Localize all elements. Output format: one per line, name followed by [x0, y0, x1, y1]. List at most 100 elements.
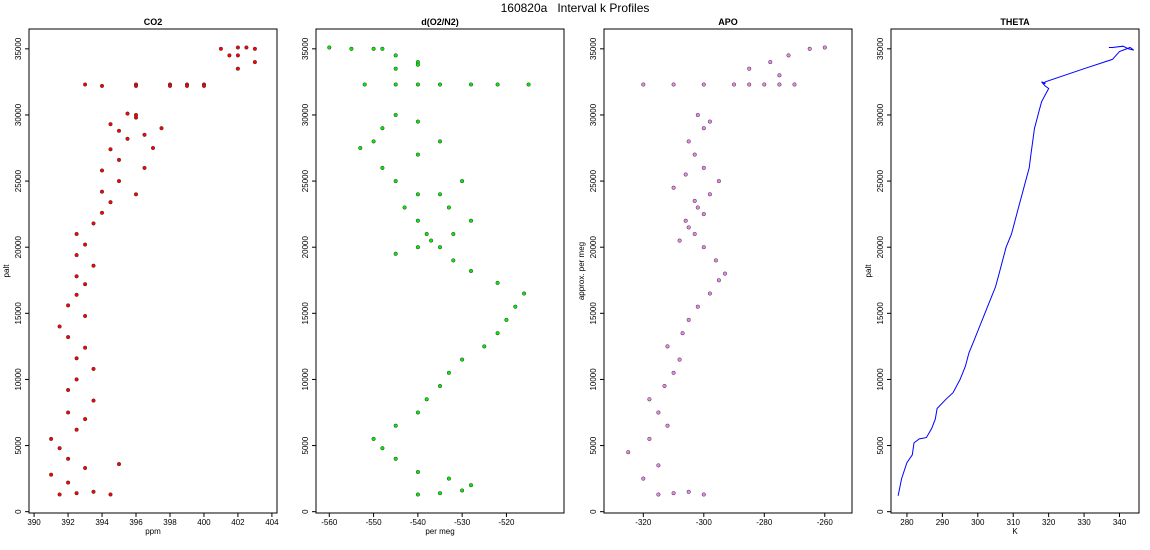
panel-4-y-tick-label: 25000	[876, 169, 885, 192]
panel-1-data-point	[218, 46, 223, 51]
panel-2-data-point	[371, 139, 376, 144]
panel-1-data-point	[74, 356, 79, 361]
panel-3-data-point	[677, 357, 682, 362]
panel-1-data-point	[184, 83, 190, 88]
panel-1-data-point	[74, 274, 79, 279]
panel-2-data-point	[393, 423, 398, 428]
panel-2-data-point	[446, 205, 451, 210]
panel-2-data-point	[437, 139, 443, 144]
panel-2-data-point	[415, 410, 420, 415]
panel-3-data-point	[686, 489, 691, 494]
panel-1-data-point	[235, 66, 240, 71]
panel-3-data-point	[707, 119, 712, 124]
panel-3-data-point	[701, 82, 706, 87]
panel-2-y-tick-label: 20000	[301, 236, 310, 259]
panel-1-data-point	[66, 456, 71, 461]
panel-3-x-tick-label: -320	[635, 518, 652, 527]
panel-1-data-point	[74, 231, 79, 237]
panel-3-data-point	[683, 172, 688, 177]
panel-2-data-point	[415, 152, 420, 157]
panel-2-data-point	[415, 82, 420, 87]
panel-3-x-tick-label: -280	[756, 518, 773, 527]
panel-3-data-point	[671, 491, 676, 496]
panel-2-title: d(O2/N2)	[421, 17, 459, 27]
panel-3-data-point	[686, 317, 691, 322]
panel-3-data-point	[701, 165, 706, 170]
panel-3-data-point	[707, 192, 712, 197]
panel-3-data-point	[692, 152, 697, 157]
panel-2-data-point	[468, 82, 474, 87]
panel-2-y-tick-label: 0	[301, 509, 310, 514]
panel-4-x-tick-label: 330	[1077, 518, 1091, 527]
panel-1-data-point	[125, 111, 130, 116]
panel-2-y-tick-label: 30000	[301, 103, 310, 126]
panel-1-data-point	[108, 122, 113, 127]
panel-1-y-tick-label: 35000	[14, 37, 23, 60]
panel-3-data-point	[713, 258, 718, 263]
panel-1-y-label: palt	[2, 264, 11, 278]
panel-2-data-point	[495, 280, 500, 285]
panel-3-data-point	[716, 278, 721, 283]
panel-1-data-point	[83, 417, 88, 422]
panel-1-data-point	[83, 313, 88, 319]
panel-1-data-point	[57, 324, 62, 329]
panel-1-data-point	[91, 263, 96, 268]
panel-2-data-point	[437, 491, 443, 496]
panel-2-x-tick-label: -530	[454, 518, 471, 527]
panel-3-data-point	[807, 46, 812, 51]
panel-2-data-point	[468, 483, 474, 488]
panel-1-x-tick-label: 404	[265, 518, 279, 527]
panel-4-x-tick-label: 310	[1007, 518, 1021, 527]
panel-4-y-tick-label: 35000	[876, 37, 885, 60]
panel-3-data-point	[695, 205, 700, 210]
panel-2-data-point	[415, 492, 420, 497]
panel-4-x-label: K	[1012, 527, 1018, 536]
panel-1-y-tick-label: 5000	[14, 436, 23, 454]
panel-3-data-point	[701, 245, 706, 250]
panel-2-data-point	[380, 46, 385, 51]
panel-1-data-point	[74, 491, 79, 496]
panel-1-data-point	[83, 242, 88, 247]
panel-4-y-tick-label: 10000	[876, 368, 885, 391]
panel-3-data-point	[647, 397, 652, 402]
panel-1-x-tick-label: 392	[61, 518, 75, 527]
panel-3-data-point	[656, 410, 661, 415]
panel-1-x-tick-label: 394	[95, 518, 109, 527]
panel-1-data-point	[108, 492, 113, 497]
panel-1-data-point	[74, 292, 79, 297]
panel-3-data-point	[695, 112, 700, 118]
panel-2-data-point	[460, 179, 465, 184]
panel-1-data-point	[201, 83, 207, 88]
panel-2-y-tick-label: 25000	[301, 169, 310, 192]
panel-2-data-point	[446, 476, 451, 481]
panel-2-data-point	[415, 469, 420, 475]
panel-2-data-point	[371, 46, 376, 51]
panel-3-data-point	[656, 492, 661, 497]
panel-2-x-tick-label: -540	[410, 518, 427, 527]
panel-2-data-point	[451, 231, 456, 237]
panel-2-data-point	[358, 145, 363, 151]
panel-1-data-point	[91, 221, 96, 226]
panel-1-y-tick-label: 30000	[14, 103, 23, 126]
panel-3-y-tick-label: 25000	[589, 169, 598, 192]
panel-3-x-tick-label: -260	[817, 518, 834, 527]
panel-2-data-point	[393, 112, 398, 118]
panel-1-data-point	[74, 253, 79, 258]
panel-3-data-point	[671, 185, 676, 190]
panel-1-data-point	[83, 345, 88, 350]
panel-4-x-tick-label: 300	[971, 518, 985, 527]
panel-3-data-point	[792, 82, 797, 87]
panel-1-data-point	[108, 147, 113, 152]
panel-1-data-point	[167, 83, 173, 88]
panel-4-series-line	[897, 45, 1134, 496]
panel-3-data-point	[692, 231, 697, 237]
panel-3-data-point	[777, 73, 782, 78]
panel-4-x-tick-label: 280	[900, 518, 914, 527]
panel-3-data-point	[722, 271, 728, 276]
panel-3-data-point	[777, 82, 782, 87]
panel-2-data-point	[415, 62, 420, 67]
panel-1-data-point	[133, 112, 139, 118]
panel-2-data-point	[393, 179, 398, 184]
panel-4-y-tick-label: 0	[876, 509, 885, 514]
panel-3-data-point	[677, 238, 682, 243]
